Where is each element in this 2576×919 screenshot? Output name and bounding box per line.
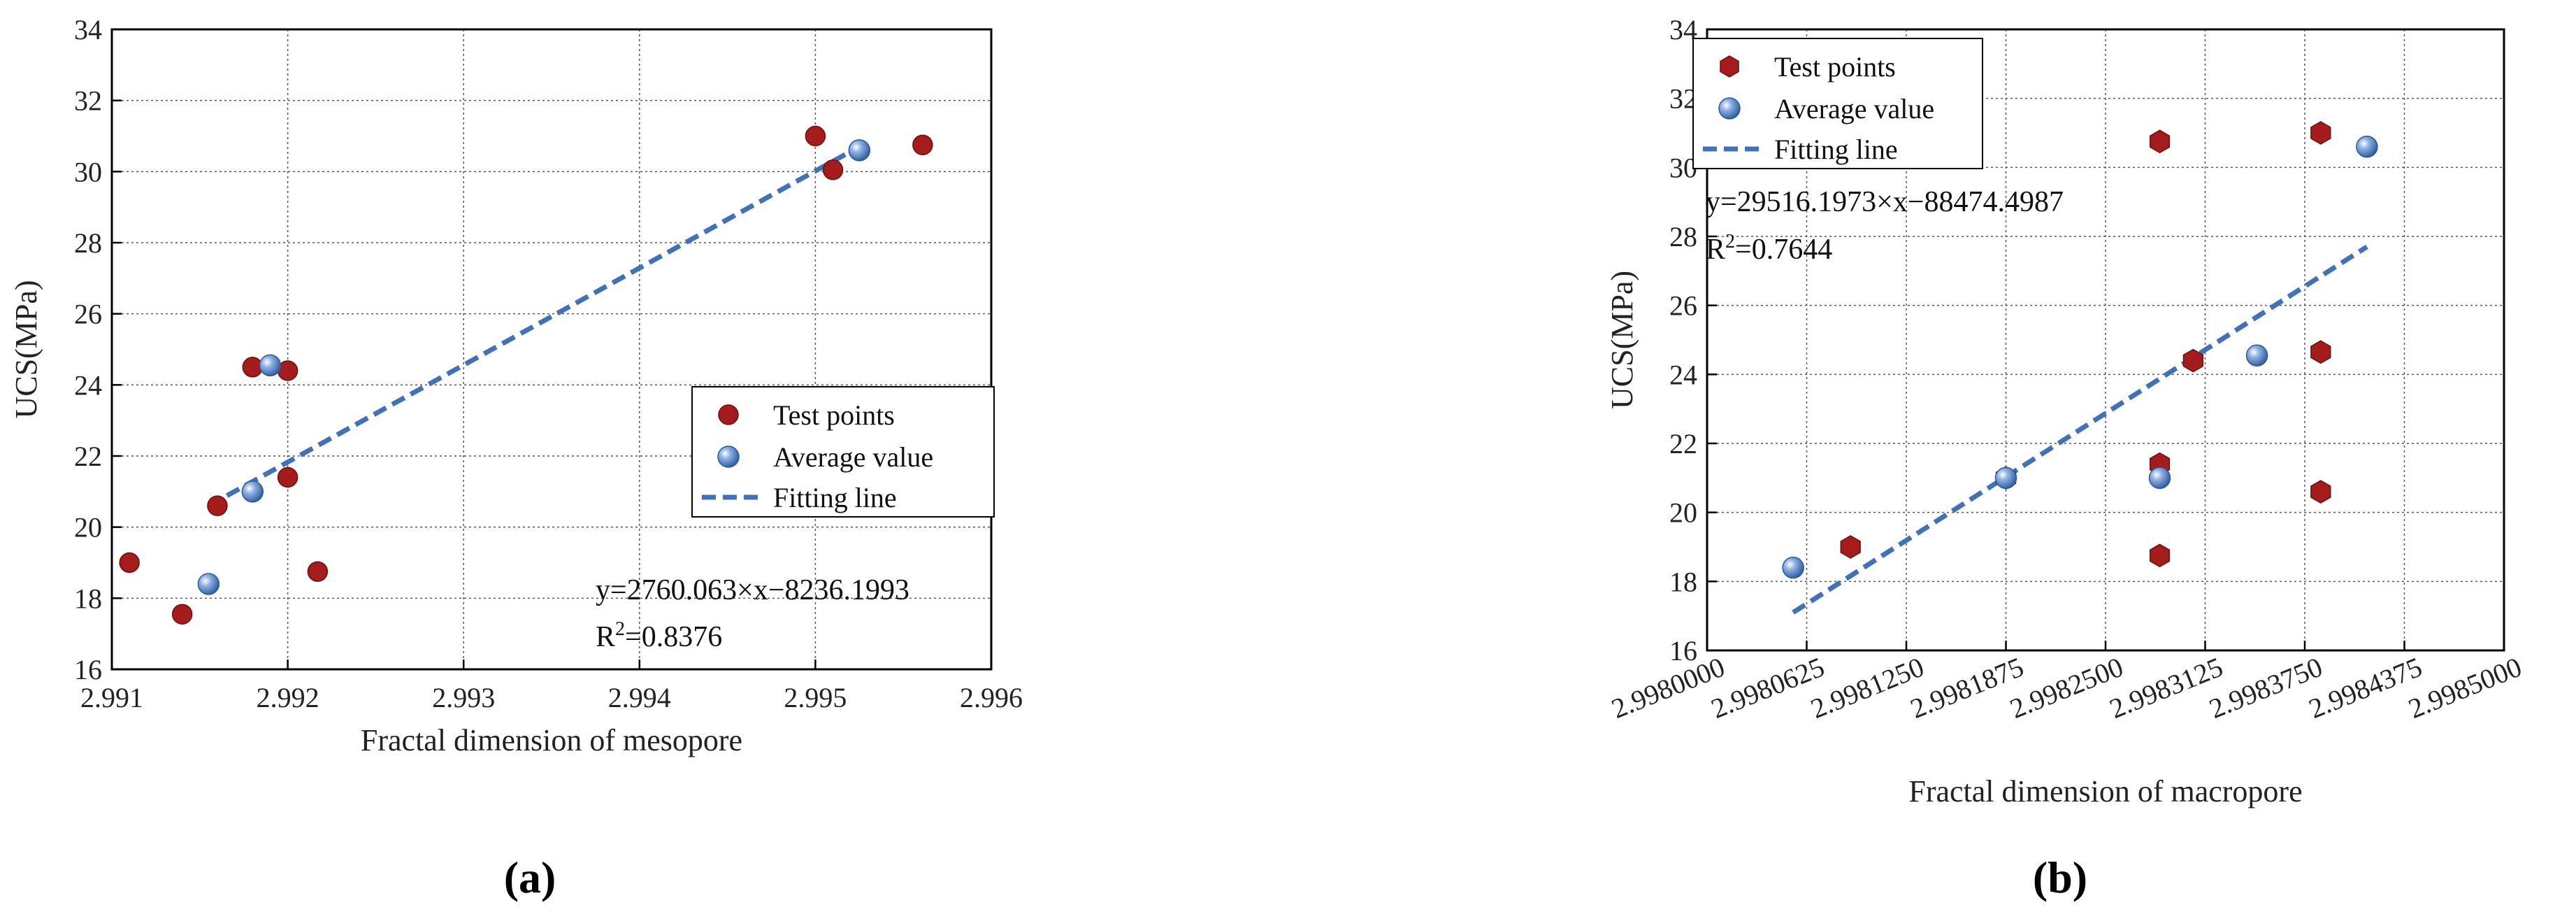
panel-label-a-text: (a) <box>504 853 556 902</box>
test-point <box>2310 121 2331 145</box>
panel-label-a: (a) <box>504 853 556 902</box>
y-tick-label: 26 <box>1669 290 1697 322</box>
legend-box-a <box>691 386 995 518</box>
legend-marker-test-points <box>718 404 739 425</box>
plot-frame-a <box>110 28 993 671</box>
legend-marker-average-value <box>1718 97 1741 120</box>
y-axis-title-b: UCS(MPa) <box>1605 271 1639 409</box>
average-value-point <box>197 573 220 595</box>
average-value-point <box>848 139 871 162</box>
test-point <box>2149 543 2171 568</box>
average-value-point <box>2245 344 2268 366</box>
r2-superscript-a: 2 <box>615 618 625 640</box>
r2-value-b: =0.7644 <box>1735 234 1832 266</box>
legend-label-average-value: Average value <box>1774 93 1934 124</box>
average-value-point <box>1994 466 2017 490</box>
marks-b <box>1782 121 2378 615</box>
average-value-point <box>2148 466 2171 490</box>
test-point <box>119 552 140 574</box>
x-tick-label: 2.992 <box>257 682 319 713</box>
test-point <box>822 159 844 180</box>
y-tick-label: 20 <box>74 512 102 543</box>
test-point <box>912 134 933 155</box>
y-tick-label: 24 <box>74 369 102 401</box>
panel-label-b: (b) <box>2033 853 2087 902</box>
y-tick-label: 30 <box>74 156 102 187</box>
x-axis-title-b: Fractal dimension of macropore <box>1908 774 2302 808</box>
average-value-point <box>2356 135 2378 158</box>
y-tick-label: 18 <box>74 583 102 614</box>
test-point <box>2310 340 2331 364</box>
r2-value-a: =0.8376 <box>625 621 722 653</box>
test-point <box>2182 348 2204 373</box>
legend-label-fitting-line: Fitting line <box>1774 134 1898 165</box>
equation-label-b: y=29516.1973×x−88474.4987 <box>1706 186 2064 218</box>
grid-a <box>112 29 991 669</box>
x-tick-label: 2.9983750 <box>2205 651 2326 725</box>
x-tick-label: 2.9983125 <box>2105 651 2226 725</box>
legend-marker-average-value <box>717 446 740 468</box>
panel-label-b-text: (b) <box>2033 853 2087 902</box>
legend-label-fitting-line: Fitting line <box>773 482 897 513</box>
legend-box-b <box>1692 38 1983 169</box>
r2-superscript-b: 2 <box>1725 231 1735 252</box>
r2-prefix-b: R <box>1706 234 1725 266</box>
y-tick-label: 28 <box>1669 221 1697 252</box>
x-tick-label: 2.9980000 <box>1607 651 1729 725</box>
y-tick-label: 24 <box>1669 359 1697 390</box>
test-point <box>1840 535 1861 559</box>
y-tick-label: 22 <box>74 441 102 472</box>
legend-label-test-points: Test points <box>1774 51 1896 83</box>
x-tick-label: 2.994 <box>608 682 671 713</box>
x-tick-label: 2.9985000 <box>2404 651 2526 725</box>
y-tick-label: 22 <box>1669 428 1697 460</box>
test-point <box>2310 480 2331 504</box>
chart-panel-a: 2.991 2.992 2.993 2.994 2.995 2.996 16 18 20 22 24… <box>9 14 1023 902</box>
x-tick-label: 2.9980625 <box>1706 651 1828 725</box>
y-tick-label: 28 <box>74 227 102 259</box>
r2-prefix-a: R <box>596 621 615 653</box>
test-point <box>307 561 329 582</box>
x-tick-label: 2.993 <box>432 682 495 713</box>
x-tick-label: 2.991 <box>80 682 143 713</box>
x-axis-title-a: Fractal dimension of mesopore <box>361 723 742 757</box>
x-tick-label: 2.9984375 <box>2304 651 2426 725</box>
x-tick-label: 2.9981250 <box>1806 651 1928 725</box>
marks-a <box>119 125 933 625</box>
legend-b: Test points Average value Fitting line <box>1692 38 1983 169</box>
x-tick-label: 2.9982500 <box>2006 651 2127 725</box>
chart-panel-b: 2.99800002.99806252.99812502.99818752.99… <box>1605 14 2526 902</box>
test-point <box>277 466 298 488</box>
test-point <box>805 125 826 147</box>
y-tick-label: 34 <box>74 14 102 45</box>
equation-label-a: y=2760.063×x−8236.1993 <box>596 574 909 606</box>
x-tick-label: 2.9981875 <box>1906 651 2027 725</box>
average-value-point <box>241 480 264 503</box>
x-tick-label: 2.996 <box>960 682 1023 713</box>
legend-label-test-points: Test points <box>773 399 895 431</box>
test-point <box>171 604 193 625</box>
test-point <box>207 495 228 516</box>
y-axis-title-a: UCS(MPa) <box>9 280 43 418</box>
test-point <box>2149 129 2171 154</box>
y-tick-label: 20 <box>1669 497 1697 529</box>
ticks-a: 2.991 2.992 2.993 2.994 2.995 2.996 16 18 20 22 24… <box>74 14 1023 713</box>
y-tick-label: 18 <box>1669 566 1697 597</box>
fitting-line <box>1792 244 2368 615</box>
y-tick-label: 16 <box>1669 635 1697 667</box>
r-squared-label-a: R2=0.8376 <box>596 618 722 653</box>
y-tick-label: 32 <box>74 85 102 117</box>
fitting-line <box>207 144 861 508</box>
y-tick-label: 26 <box>74 299 102 330</box>
average-value-point <box>259 354 282 377</box>
x-tick-label: 2.995 <box>784 682 847 713</box>
legend-label-average-value: Average value <box>773 441 933 473</box>
legend-a: Test points Average value Fitting line <box>691 386 995 518</box>
average-value-point <box>1782 556 1804 579</box>
r-squared-label-b: R2=0.7644 <box>1706 231 1832 266</box>
y-tick-label: 16 <box>74 654 102 685</box>
legend-marker-test-points <box>1720 55 1739 78</box>
